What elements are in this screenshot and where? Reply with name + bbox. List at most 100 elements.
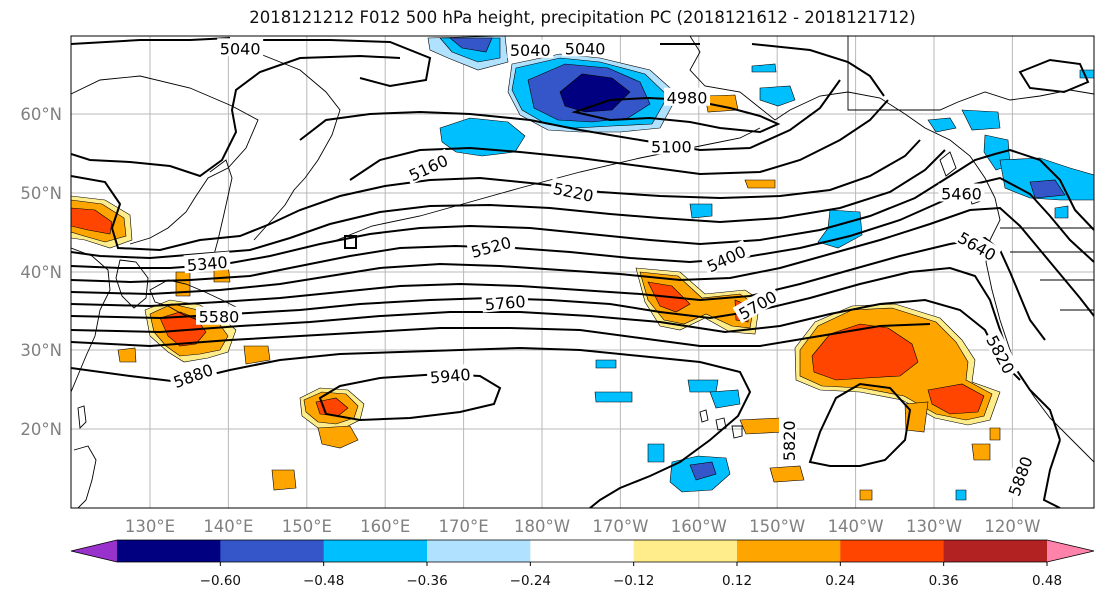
contour-label-text: 5580 [199,308,240,327]
colorbar-bin [943,540,1048,562]
colorbar-bin [117,540,221,562]
coast-taiwan-philippines [73,405,97,508]
contour-label: 5760 [481,290,529,314]
lat-tick-label: 60°N [20,105,62,124]
lon-tick-label: 130°E [125,517,175,536]
contour-line [318,372,502,422]
lat-tick-label: 40°N [20,263,62,282]
contour-label: 5040 [507,39,554,60]
contour-line [71,176,1094,284]
contour-label-text: 5040 [510,41,551,60]
contour-label-text: 5040 [565,39,606,58]
colorbar-bin [737,540,841,562]
contour-label-text: 5340 [186,253,228,275]
contour-label-text: 4980 [667,89,708,108]
latitude-labels: 60°N 50°N 40°N 30°N 20°N [20,105,62,439]
contour-label-bg [982,329,1021,379]
lon-tick-label: 160°E [360,517,410,536]
lon-tick-label: 140°W [828,517,884,536]
contour-label-bg [562,38,609,57]
lon-tick-label: 170°W [592,517,648,536]
colorbar-extend-min [71,540,117,562]
contour-line [71,298,1021,381]
contour-label: 5460 [938,183,985,204]
lon-tick-label: 150°E [282,517,332,536]
colorbar-bin [840,540,945,562]
contour-label-bg [1002,451,1036,501]
contour-line [1018,58,1090,94]
contour-line [808,382,912,467]
page-title: 2018121212 F012 500 hPa height, precipit… [249,8,916,27]
contour-label-bg [195,306,242,325]
contour-label: 5040 [217,38,264,58]
contour-label-text: 5940 [429,365,471,387]
colorbar-tick-label: −0.60 [200,573,241,589]
contour-label-bg [953,225,1003,265]
contour-line [344,235,357,249]
contour-label: 5580 [195,306,242,327]
colorbar-bins [71,540,1094,562]
contour-label-text: 5760 [484,292,526,314]
contour-label-bg [648,136,695,155]
contour-label: 5340 [183,251,231,275]
colorbar: −0.60 −0.48 −0.36 −0.24 −0.12 0.12 0.24 0.36 0.4… [70,539,1095,589]
colorbar-bin [633,540,738,562]
lat-tick-label: 20°N [20,420,62,439]
contour-label-bg [664,87,711,106]
colorbar-tick-label: −0.12 [613,573,654,589]
map-frame [70,35,1095,509]
colorbar-tick-label: 0.12 [722,573,752,589]
contour-label-bg [426,363,474,386]
contour-label-bg [217,38,264,57]
lon-tick-label: 170°E [439,517,489,536]
contour-line [71,346,752,508]
coast-china [71,247,111,393]
state-borders [1000,227,1094,311]
coast-siberia [71,75,259,245]
colorbar-bin [427,540,531,562]
precip-negative-area-bering [427,36,679,133]
contour-line [71,148,1094,269]
contour-line [571,96,781,134]
contour-label-bg [701,239,751,276]
lon-tick-label: 160°W [671,517,727,536]
precip-negative-area-pacific [594,203,967,501]
contour-label-bg [549,177,598,205]
contour-label: 5940 [426,363,474,387]
contour-line [71,236,1046,341]
contour-label-bg [507,39,554,58]
contour-line [660,43,885,97]
contour-label-bg [481,290,529,313]
contour-line [299,79,841,152]
colorbar-ticks: −0.60 −0.48 −0.36 −0.24 −0.12 0.12 0.24 0.36 0.4… [200,562,1062,589]
coast-kamchatka [253,53,341,241]
coast-sakhalin [209,159,233,263]
colorbar-tick-label: 0.36 [929,573,959,589]
contour-line [71,323,931,348]
map-panel: 5040 5040 50404980510051605220540055205340… [70,35,1095,509]
lon-tick-label: 120°W [984,517,1040,536]
colorbar-bin [220,540,325,562]
contour-label-bg [938,183,985,202]
contour-line [71,139,921,252]
contour-label-bg [732,284,782,324]
longitude-labels: 130°E 140°E 150°E 160°E 170°E 180°W 170°W 160°W… [125,517,1041,536]
coast-aleutians [331,127,761,243]
contour-line [71,37,231,45]
contour-label-text: 5460 [941,185,982,204]
lon-tick-label: 130°W [906,517,962,536]
colorbar-bin [323,540,428,562]
colorbar-bin [530,540,635,562]
coast-hawaii [699,409,743,439]
colorbar-tick-label: −0.24 [510,573,551,589]
contour-line [1042,439,1061,508]
contour-label-bg [403,148,453,185]
contour-label-bg [183,251,231,274]
contour-label: 5100 [648,136,695,156]
contour-label-text: 5100 [651,137,692,156]
lon-tick-label: 150°W [749,517,805,536]
lat-tick-label: 50°N [20,184,62,203]
colorbar-tick-label: 0.24 [825,573,855,589]
contour-line [71,206,1094,317]
